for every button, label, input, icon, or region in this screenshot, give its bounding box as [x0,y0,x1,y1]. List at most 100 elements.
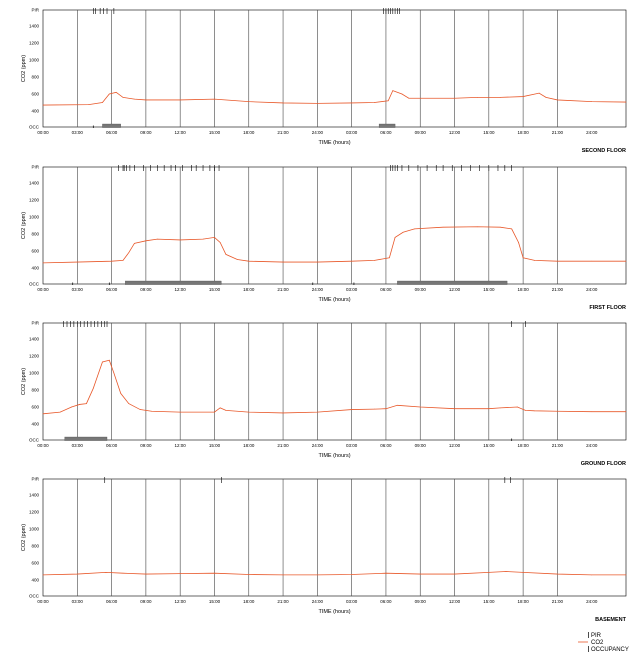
co2-point [392,90,394,91]
co2-point [591,411,593,413]
y-axis-label: CO2 (ppm) [21,524,27,551]
co2-point [179,573,181,574]
co2-point [518,242,519,243]
x-tick-label: 21:00 [277,130,289,135]
occupancy-period [397,280,508,285]
co2-point [385,408,387,410]
co2-point [591,101,593,102]
x-tick-label: 09:00 [415,130,427,135]
x-tick-label: 15:00 [209,599,221,604]
x-tick-label: 15:00 [209,443,221,448]
x-tick-label: 03:00 [346,287,358,292]
co2-point [156,238,158,240]
x-tick-label: 21:00 [277,443,289,448]
x-tick-label: 09:00 [415,599,427,604]
co2-point [128,403,130,404]
x-tick-label: 00:00 [37,599,49,604]
co2-point [145,573,147,575]
x-tick-label: 00:00 [37,130,49,135]
x-tick-label: 21:00 [552,287,564,292]
co2-point [351,574,352,575]
co2-point [385,572,387,574]
co2-point [397,404,398,406]
x-tick-label: 15:00 [483,599,495,604]
co2-point [225,410,227,411]
co2-point [389,257,390,259]
co2-point [122,260,124,261]
x-tick-label: 09:00 [415,443,427,448]
x-tick-label: 24:00 [586,443,598,448]
co2-point [86,403,87,404]
x-tick-label: 03:00 [72,599,84,604]
y-tick-label: PIR [31,321,39,326]
x-tick-label: 15:00 [209,130,221,135]
x-tick-label: 06:00 [380,287,392,292]
co2-point [151,410,152,412]
y-tick-label: 1400 [29,24,40,29]
co2-series-line [42,359,626,415]
x-tick-label: 18:00 [517,599,529,604]
co2-point [625,260,627,262]
x-tick-label: 06:00 [380,599,392,604]
y-tick-label: 600 [31,405,39,410]
y-axis-label: CO2 (ppm) [21,368,27,395]
x-tick-label: 03:00 [346,443,358,448]
co2-point [282,574,284,576]
floor-label: GROUND FLOOR [581,461,626,467]
y-tick-label: OCC [29,125,40,130]
co2-point [179,99,181,101]
co2-point [419,406,421,408]
x-tick-label: 21:00 [552,599,564,604]
co2-point [102,361,103,363]
co2-point [351,260,352,262]
y-tick-label: 600 [31,92,39,97]
co2-point [317,103,318,104]
co2-point [214,237,215,238]
co2-point [102,102,103,103]
y-tick-label: OCC [29,438,40,443]
co2-point [401,93,403,95]
co2-point [111,260,112,262]
y-tick-label: 800 [31,75,39,80]
x-tick-label: 09:00 [140,599,152,604]
co2-point [248,411,250,413]
x-tick-label: 12:00 [449,443,461,448]
y-tick-label: 1000 [29,58,40,63]
x-tick-label: 12:00 [449,599,461,604]
co2-point [477,226,478,228]
co2-point [145,99,147,101]
co2-point [351,102,352,104]
x-tick-label: 15:00 [483,130,495,135]
co2-point [525,410,526,411]
x-tick-label: 21:00 [552,130,564,135]
co2-point [557,99,558,101]
x-tick-label: 09:00 [140,443,152,448]
y-tick-label: PIR [31,8,39,13]
co2-point [42,262,44,264]
co2-point [402,231,404,233]
co2-point [408,97,410,99]
y-tick-label: 1400 [29,181,40,186]
floor-label: BASEMENT [595,617,627,623]
x-tick-label: 09:00 [415,287,427,292]
x-tick-label: 06:00 [106,443,118,448]
chart-panel-4: 00:00 03:00 06:00 09:00 12:00 15:00 18:00 21:00… [21,477,627,623]
co2-point [374,260,375,261]
x-axis-label: TIME (hours) [318,609,350,615]
x-tick-label: 12:00 [175,443,187,448]
x-tick-label: 03:00 [72,287,84,292]
x-tick-label: 24:00 [586,130,598,135]
y-tick-label: 800 [31,232,39,237]
x-tick-label: 18:00 [243,130,255,135]
co2-point [42,413,44,415]
co2-point [88,104,90,105]
co2-point [219,242,221,243]
y-tick-label: 1000 [29,215,40,220]
x-tick-label: 18:00 [517,443,529,448]
co2-point [538,92,540,94]
co2-point [134,243,135,244]
co2-point [122,97,124,98]
x-tick-label: 00:00 [37,443,49,448]
occupancy-period [102,123,121,128]
x-axis-label: TIME (hours) [318,453,350,459]
